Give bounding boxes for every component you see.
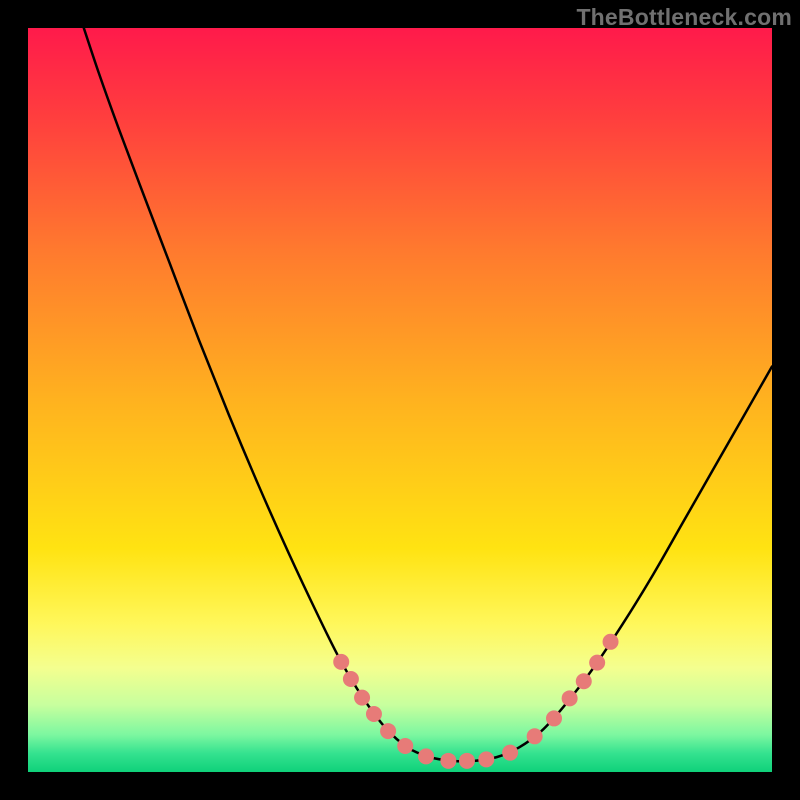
curve-marker xyxy=(343,671,359,687)
curve-marker xyxy=(397,738,413,754)
curve-marker xyxy=(380,723,396,739)
watermark-text: TheBottleneck.com xyxy=(576,4,792,31)
plot-area xyxy=(28,28,772,772)
curve-markers xyxy=(333,634,618,769)
curve-marker xyxy=(333,654,349,670)
curve-marker xyxy=(546,710,562,726)
curve-marker xyxy=(440,753,456,769)
curve-marker xyxy=(478,751,494,767)
curve-marker xyxy=(603,634,619,650)
curve-marker xyxy=(562,690,578,706)
curve-marker xyxy=(418,748,434,764)
chart-overlay xyxy=(28,28,772,772)
curve-marker xyxy=(576,673,592,689)
bottleneck-curve xyxy=(84,28,772,761)
curve-marker xyxy=(502,745,518,761)
curve-marker xyxy=(589,655,605,671)
curve-marker xyxy=(366,706,382,722)
chart-frame: TheBottleneck.com xyxy=(0,0,800,800)
curve-marker xyxy=(354,690,370,706)
curve-marker xyxy=(459,753,475,769)
curve-marker xyxy=(527,728,543,744)
